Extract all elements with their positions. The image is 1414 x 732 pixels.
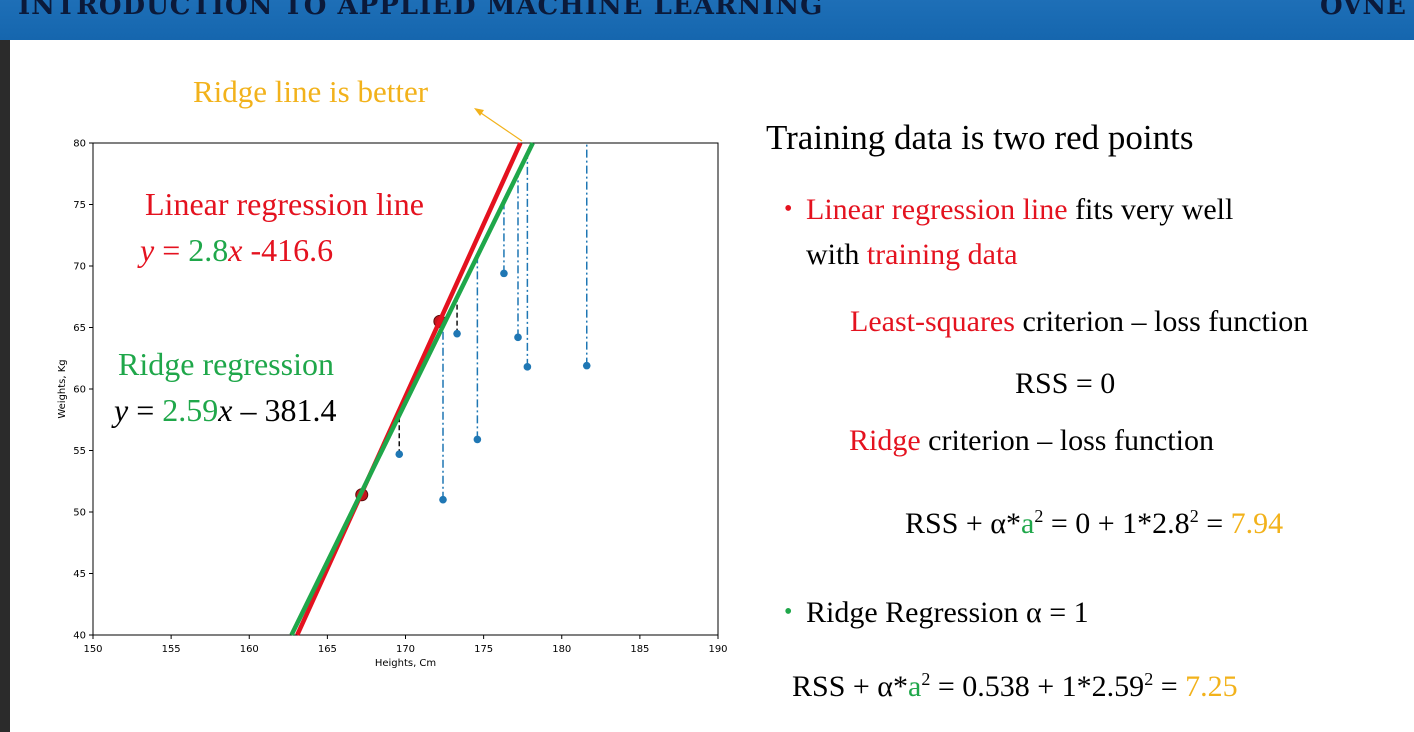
data-points — [355, 269, 591, 504]
x-tick-label: 150 — [83, 644, 102, 655]
bullet-1-line-1: Linear regression line fits very well — [806, 193, 1233, 228]
f2-result: 7.25 — [1185, 670, 1238, 703]
y-tick-label: 65 — [73, 323, 86, 334]
ls-red: Least-squares — [850, 305, 1015, 338]
x-tick-label: 175 — [474, 644, 493, 655]
lr-eq-coef: 2.8 — [188, 232, 229, 268]
b1-line2-prefix: with — [806, 238, 867, 271]
f1-result: 7.94 — [1230, 507, 1284, 540]
test-point — [523, 363, 532, 371]
f2-e: = — [1153, 670, 1186, 703]
y-tick-label: 50 — [73, 508, 86, 519]
x-axis-label: Heights, Cm — [375, 658, 436, 669]
y-tick-label: 70 — [73, 262, 86, 273]
bullet-dot-1: • — [784, 196, 793, 222]
f1-d: 2 — [1189, 506, 1199, 526]
test-point — [500, 269, 508, 278]
x-tick-label: 165 — [318, 644, 337, 655]
bullet-dot-2: • — [784, 599, 793, 625]
ridge-rest: criterion – loss function — [920, 424, 1214, 457]
ridge-eq-x: x — [218, 392, 233, 428]
x-tick-label: 170 — [396, 644, 415, 655]
chart-axes: 150 155 160 165 170 175 180 185 190 40 45 50 55 60 65 7… — [57, 139, 728, 670]
b1-rest: fits very well — [1067, 193, 1234, 226]
x-tick-label: 155 — [162, 644, 181, 655]
lr-eq-x: x — [228, 232, 243, 268]
ridge-eq-eq: = — [128, 392, 163, 428]
f1-a-green: a — [1021, 507, 1035, 540]
y-tick-label: 45 — [73, 569, 86, 580]
test-point — [514, 333, 522, 342]
y-tick-label: 40 — [73, 631, 86, 642]
rss-zero: RSS = 0 — [1015, 367, 1116, 400]
y-tick-label: 55 — [73, 446, 86, 457]
ridge-better-annotation: Ridge line is better — [193, 74, 429, 109]
f1-e: = — [1198, 507, 1231, 540]
ridge-red: Ridge — [849, 424, 921, 457]
ridge-eq-coef: 2.59 — [162, 392, 219, 428]
f2-a: RSS + α* — [792, 670, 909, 703]
test-point — [395, 450, 404, 458]
lr-eq-y: y — [140, 232, 155, 268]
ridge-criterion-line: Ridge criterion – loss function — [849, 424, 1214, 459]
regression-chart: 150 155 160 165 170 175 180 185 190 40 45 50 55 60 65 7… — [57, 108, 728, 670]
slide-header: INTRODUCTION TO APPLIED MACHINE LEARNING… — [0, 0, 1414, 40]
better-arrow-head — [474, 108, 484, 116]
test-point — [453, 329, 461, 338]
f2-c: = 0.538 + 1*2.59 — [930, 670, 1145, 703]
linear-regression-equation: y = 2.8x -416.6 — [140, 234, 333, 266]
f2-b: 2 — [921, 669, 931, 689]
x-tick-label: 180 — [552, 644, 571, 655]
fit-lines — [289, 108, 535, 636]
slide-title: INTRODUCTION TO APPLIED MACHINE LEARNING — [18, 0, 824, 21]
panel-heading: Training data is two red points — [766, 118, 1194, 157]
bullet-1-line-2: with training data — [806, 238, 1018, 273]
f1-a: RSS + α* — [905, 507, 1022, 540]
ridge-regression-equation: y = 2.59x – 381.4 — [114, 394, 336, 426]
x-tick-label: 190 — [708, 644, 727, 655]
formula-ridge-ridge: RSS + α*a2 = 0.538 + 1*2.592 = 7.25 — [792, 670, 1238, 705]
test-point — [439, 495, 447, 504]
y-axis-label: Weights, Kg — [57, 359, 68, 418]
bullet-2: Ridge Regression α = 1 — [806, 596, 1089, 629]
f2-a-green: a — [908, 670, 922, 703]
header-corner-text: OVNE — [1320, 0, 1406, 21]
better-arrow-shaft — [477, 110, 523, 142]
ls-rest: criterion – loss function — [1014, 305, 1309, 338]
test-point — [473, 435, 482, 444]
lr-eq-rest: -416.6 — [242, 232, 334, 268]
x-tick-label: 160 — [240, 644, 259, 655]
ridge-regression-line — [289, 142, 535, 636]
test-point — [582, 361, 591, 370]
linear-regression-line — [295, 142, 523, 636]
ridge-regression-label: Ridge regression — [118, 346, 334, 382]
y-tick-label: 75 — [73, 200, 86, 211]
ridge-eq-y: y — [114, 392, 129, 428]
f1-c: = 0 + 1*2.8 — [1043, 507, 1190, 540]
residual-lines — [398, 143, 588, 500]
left-edge-bar — [0, 0, 10, 732]
least-squares-line: Least-squares criterion – loss function — [850, 305, 1308, 340]
f2-d: 2 — [1144, 669, 1154, 689]
formula-ridge-linear: RSS + α*a2 = 0 + 1*2.82 = 7.94 — [905, 507, 1283, 542]
f1-b: 2 — [1034, 506, 1044, 526]
explanation-panel: Training data is two red points • Linear… — [760, 0, 1414, 732]
y-tick-label: 80 — [73, 139, 86, 150]
linear-regression-label: Linear regression line — [145, 186, 424, 222]
x-tick-label: 185 — [630, 644, 649, 655]
y-tick-label: 60 — [73, 385, 86, 396]
ridge-eq-rest: – 381.4 — [232, 392, 337, 428]
b1-red: Linear regression line — [806, 193, 1068, 226]
lr-eq-eq: = — [154, 232, 189, 268]
b1-line2-red: training data — [866, 238, 1018, 271]
